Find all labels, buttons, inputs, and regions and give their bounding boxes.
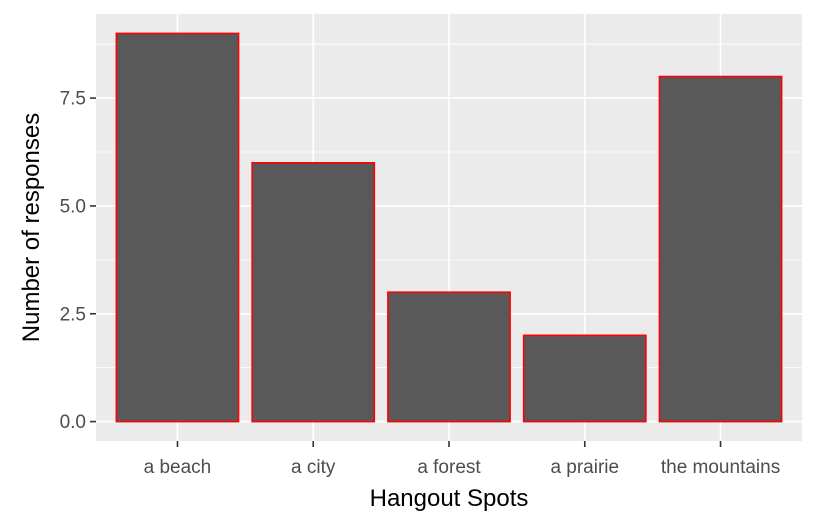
y-tick-label: 2.5 xyxy=(60,304,86,325)
bar-the-mountains xyxy=(658,75,783,423)
y-tick-label: 5.0 xyxy=(60,196,86,217)
x-tick-label: a forest xyxy=(417,457,481,478)
x-tick-label: a beach xyxy=(144,457,212,478)
x-tick-label: a city xyxy=(291,457,336,478)
y-tick-label: 0.0 xyxy=(60,412,86,433)
x-axis: a beach a city a forest a prairie the mounta… xyxy=(144,441,780,478)
bar-a-prairie xyxy=(522,334,647,423)
y-axis: 0.0 2.5 5.0 7.5 xyxy=(60,89,96,433)
x-axis-title: Hangout Spots xyxy=(370,485,529,512)
y-tick-label: 7.5 xyxy=(60,89,86,110)
y-axis-title: Number of responses xyxy=(18,113,45,342)
bar-a-beach xyxy=(115,32,240,423)
bars xyxy=(115,32,783,423)
bar-a-city xyxy=(251,162,376,423)
x-tick-label: a prairie xyxy=(550,457,619,478)
bar-a-forest xyxy=(387,291,511,423)
x-tick-label: the mountains xyxy=(661,457,780,478)
